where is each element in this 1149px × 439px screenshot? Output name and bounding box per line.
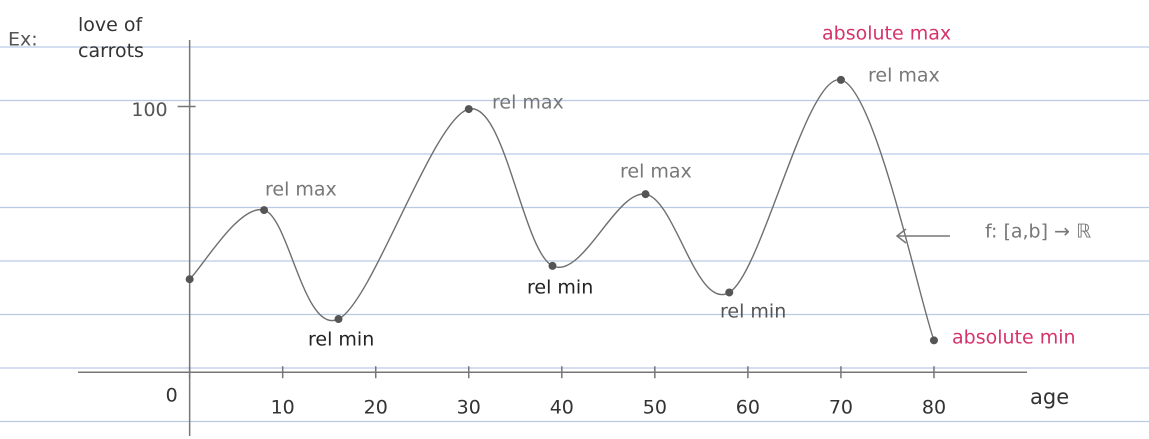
annotation: absolute min (952, 327, 1076, 349)
point (549, 262, 557, 270)
y-axis-label: love of carrots (78, 12, 198, 64)
x-tick-label: 80 (922, 397, 946, 419)
annotation: rel min (720, 301, 786, 323)
plot: 0 10 20 30 40 50 60 70 80 100 rel max rel min rel ma… (78, 23, 1091, 437)
chart: 0 10 20 30 40 50 60 70 80 100 rel max rel min rel ma… (0, 0, 1149, 439)
annotation: rel max (868, 65, 940, 87)
x-tick-label: 70 (829, 397, 853, 419)
annotation: f: [a,b] → ℝ (985, 221, 1091, 243)
point (725, 288, 733, 296)
x-tick-label: 50 (643, 397, 667, 419)
curve (190, 80, 934, 341)
x-tick-label: 0 (166, 385, 178, 407)
point (837, 76, 845, 84)
annotation: rel max (620, 161, 692, 183)
x-tick-label: 60 (736, 397, 760, 419)
point (642, 190, 650, 198)
annotation: rel min (308, 329, 374, 351)
x-tick-label: 40 (550, 397, 574, 419)
point (186, 275, 194, 283)
point (930, 336, 938, 344)
chart-title: Ex: (8, 29, 38, 51)
annotation: rel max (265, 179, 337, 201)
paper-lines (0, 47, 1149, 422)
y-tick-label: 100 (131, 99, 167, 121)
point (335, 315, 343, 323)
annotation: rel min (527, 277, 593, 299)
x-tick-label: 30 (457, 397, 481, 419)
x-tick-label: 20 (364, 397, 388, 419)
annotation: absolute max (822, 23, 951, 45)
point (465, 105, 473, 113)
page: 0 10 20 30 40 50 60 70 80 100 rel max rel min rel ma… (0, 0, 1149, 439)
x-tick-label: 10 (271, 397, 295, 419)
x-axis-label: age (1030, 385, 1069, 409)
point (260, 206, 268, 214)
annotation: rel max (492, 92, 564, 114)
